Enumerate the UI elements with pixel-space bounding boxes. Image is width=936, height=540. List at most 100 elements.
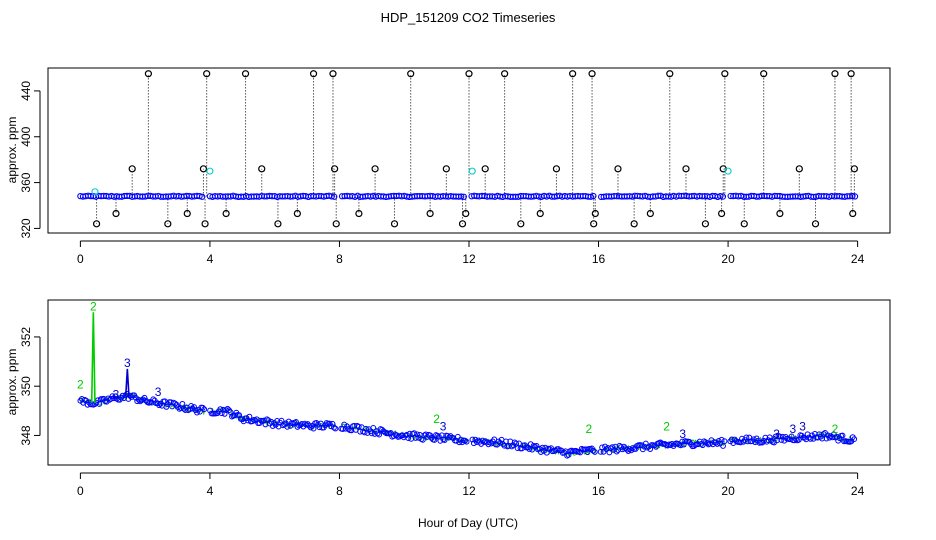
bottom-data-point [508, 443, 515, 450]
panel-bottom-y-label: approx. ppm [5, 349, 19, 416]
bottom-data-point [326, 420, 333, 427]
bottom-data-point [826, 434, 833, 441]
bottom-data-point [194, 409, 200, 416]
top-spike-point [241, 70, 250, 78]
top-level-point [682, 165, 690, 173]
bottom-data-point [526, 446, 533, 452]
top-y-tick-label: 320 [19, 218, 33, 238]
bottom-data-point [179, 400, 186, 407]
top-level-point [355, 209, 363, 218]
top-level-point [811, 220, 820, 228]
bottom-data-point [265, 417, 272, 424]
bottom-x-tick-label: 12 [462, 484, 476, 498]
bottom-data-point [768, 437, 775, 444]
top-level-point [331, 165, 339, 173]
bottom-spike-line [90, 312, 96, 403]
bottom-data-point [577, 449, 584, 456]
top-y-tick-label: 440 [19, 81, 33, 101]
bottom-data-point [199, 404, 206, 411]
bottom-data-point [329, 420, 336, 427]
bottom-point-label: 3 [155, 385, 162, 399]
bottom-data-point [132, 394, 139, 401]
bottom-data-point [839, 432, 846, 439]
top-spike-point [407, 70, 415, 78]
top-spike-point [760, 70, 768, 78]
bottom-data-point [224, 405, 231, 412]
bottom-data-point [105, 395, 111, 402]
top-level-point [222, 209, 230, 218]
bottom-data-point [141, 394, 148, 401]
bottom-series-2-line [79, 393, 855, 458]
bottom-data-point [221, 410, 228, 417]
bottom-data-point [540, 448, 547, 454]
bottom-x-tick-label: 0 [77, 484, 84, 498]
bottom-data-point [307, 424, 314, 431]
bottom-data-point [609, 444, 616, 451]
bottom-data-point [282, 420, 289, 427]
top-spike-point [847, 70, 855, 78]
bottom-point-label: 2 [77, 378, 84, 392]
top-level-point [201, 220, 209, 228]
bottom-data-point [150, 396, 157, 403]
top-cyan-point [91, 188, 99, 196]
bottom-data-point [361, 429, 368, 436]
top-spike-point [144, 70, 152, 78]
bottom-x-tick-label: 24 [851, 484, 865, 498]
top-level-point [646, 209, 654, 218]
bottom-spike-label: 2 [90, 299, 97, 313]
bottom-y-tick-label: 352 [19, 327, 33, 347]
bottom-data-point [680, 441, 687, 448]
top-y-tick-label: 400 [19, 126, 33, 146]
bottom-data-point [510, 442, 517, 449]
figure-title: HDP_151209 CO2 Timeseries [381, 10, 556, 25]
bottom-data-point [207, 407, 213, 414]
top-level-point [591, 209, 599, 218]
bottom-data-point [584, 449, 591, 456]
bottom-point-label: 3 [799, 420, 806, 434]
top-data-point [199, 193, 206, 200]
bottom-data-point [621, 443, 627, 450]
bottom-data-point [714, 441, 721, 447]
top-data-point [849, 192, 856, 200]
bottom-data-point [491, 436, 498, 443]
bottom-data-point [632, 446, 639, 452]
bottom-data-point [555, 446, 562, 452]
bottom-data-point [737, 439, 744, 446]
top-level-point [332, 220, 340, 228]
bottom-x-tick-label: 4 [207, 484, 214, 498]
bottom-y-tick-label: 350 [19, 376, 33, 396]
top-data-point [719, 193, 727, 200]
bottom-data-point [310, 425, 317, 432]
top-x-tick-label: 0 [77, 252, 84, 266]
top-level-point [776, 209, 784, 218]
top-level-point [426, 209, 434, 218]
top-spike-point [588, 70, 596, 78]
top-spike-point [329, 70, 337, 78]
top-level-point [274, 220, 282, 228]
top-spike-point [501, 70, 509, 78]
bottom-data-point [293, 419, 299, 425]
bottom-x-tick-label: 8 [336, 484, 343, 498]
bottom-data-point [355, 423, 362, 430]
bottom-point-label: 3 [440, 420, 447, 434]
bottom-data-point [345, 426, 352, 432]
bottom-data-point [370, 424, 377, 431]
top-spike-point [465, 70, 473, 78]
top-level-point [701, 220, 710, 228]
bottom-x-tick-label: 16 [592, 484, 606, 498]
top-level-point [795, 165, 803, 173]
bottom-data-point [704, 440, 710, 446]
top-cyan-point [206, 167, 214, 175]
bottom-data-point [807, 435, 814, 442]
top-level-point [293, 209, 301, 218]
bottom-point-label: 3 [790, 422, 797, 436]
bottom-data-point [536, 445, 543, 452]
top-level-point [462, 209, 470, 218]
bottom-data-point [140, 396, 146, 403]
top-y-tick-label: 360 [19, 172, 33, 192]
bottom-data-point [412, 435, 419, 441]
top-spike-point [666, 70, 674, 78]
bottom-spike-label: 3 [124, 356, 131, 370]
bottom-data-point [527, 441, 534, 447]
